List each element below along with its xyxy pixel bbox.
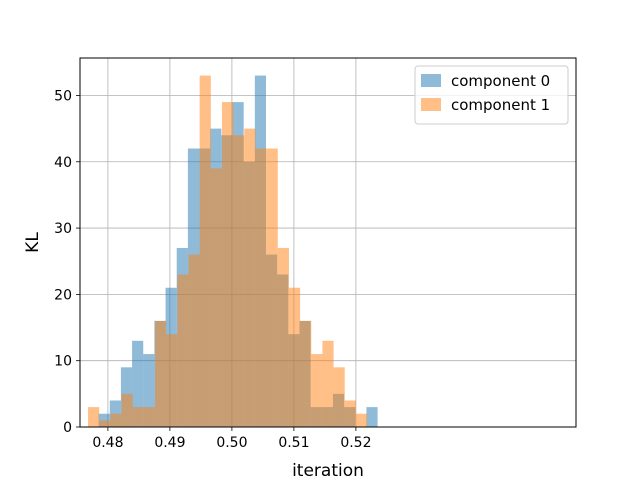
histogram-bars: [88, 75, 378, 428]
series-1-bars: [88, 75, 368, 428]
histogram-bar: [255, 148, 267, 427]
histogram-bar: [188, 254, 200, 427]
histogram-bar: [344, 400, 356, 427]
axis-ticks: 0.48 0.49 0.50 0.51 0.52 0 10 20 30 40 50: [54, 88, 371, 451]
legend-label: component 0: [451, 72, 550, 90]
histogram-bar: [132, 407, 144, 427]
x-tick-label: 0.51: [278, 435, 309, 451]
y-tick-label: 0: [63, 420, 72, 436]
histogram-bar: [110, 413, 122, 427]
legend: component 0 component 1: [414, 65, 569, 125]
histogram-bar: [88, 407, 100, 427]
histogram-bar: [199, 75, 211, 428]
legend-swatch: [421, 74, 441, 87]
histogram-bar: [221, 102, 234, 428]
histogram-bar: [210, 168, 222, 427]
x-axis-label: iteration: [292, 461, 364, 480]
x-tick-label: 0.50: [216, 435, 247, 451]
legend-label: component 1: [451, 96, 550, 114]
x-tick-label: 0.49: [154, 435, 185, 451]
histogram-bar: [244, 128, 256, 427]
histogram-bar: [233, 135, 245, 427]
histogram-bar: [143, 354, 155, 427]
y-tick-label: 40: [54, 155, 72, 171]
legend-swatch: [421, 98, 441, 111]
histogram-bar: [121, 393, 133, 427]
histogram-bar: [355, 413, 368, 427]
histogram-bar: [155, 320, 167, 427]
histogram-bar: [166, 334, 178, 427]
y-tick-label: 10: [54, 354, 72, 370]
histogram-bar: [177, 274, 189, 427]
histogram-bar: [333, 367, 345, 427]
y-tick-label: 50: [54, 88, 72, 104]
histogram-bar: [132, 340, 144, 427]
y-tick-label: 30: [54, 221, 72, 237]
histogram-bar: [109, 400, 121, 427]
histogram-bar: [311, 354, 323, 427]
x-tick-label: 0.52: [340, 435, 371, 451]
y-tick-label: 20: [54, 287, 72, 303]
histogram-bar: [99, 420, 111, 427]
histogram-bar: [322, 340, 334, 427]
histogram-bar: [266, 148, 278, 427]
y-axis-label: KL: [23, 232, 43, 253]
histogram-bar: [288, 287, 301, 427]
histogram-bar: [366, 407, 378, 427]
histogram-bar: [277, 247, 289, 427]
histogram-bar: [300, 320, 312, 427]
histogram-bar: [143, 407, 156, 427]
legend-box: [414, 65, 569, 125]
plot-frame: [79, 57, 577, 428]
x-tick-label: 0.48: [92, 435, 123, 451]
